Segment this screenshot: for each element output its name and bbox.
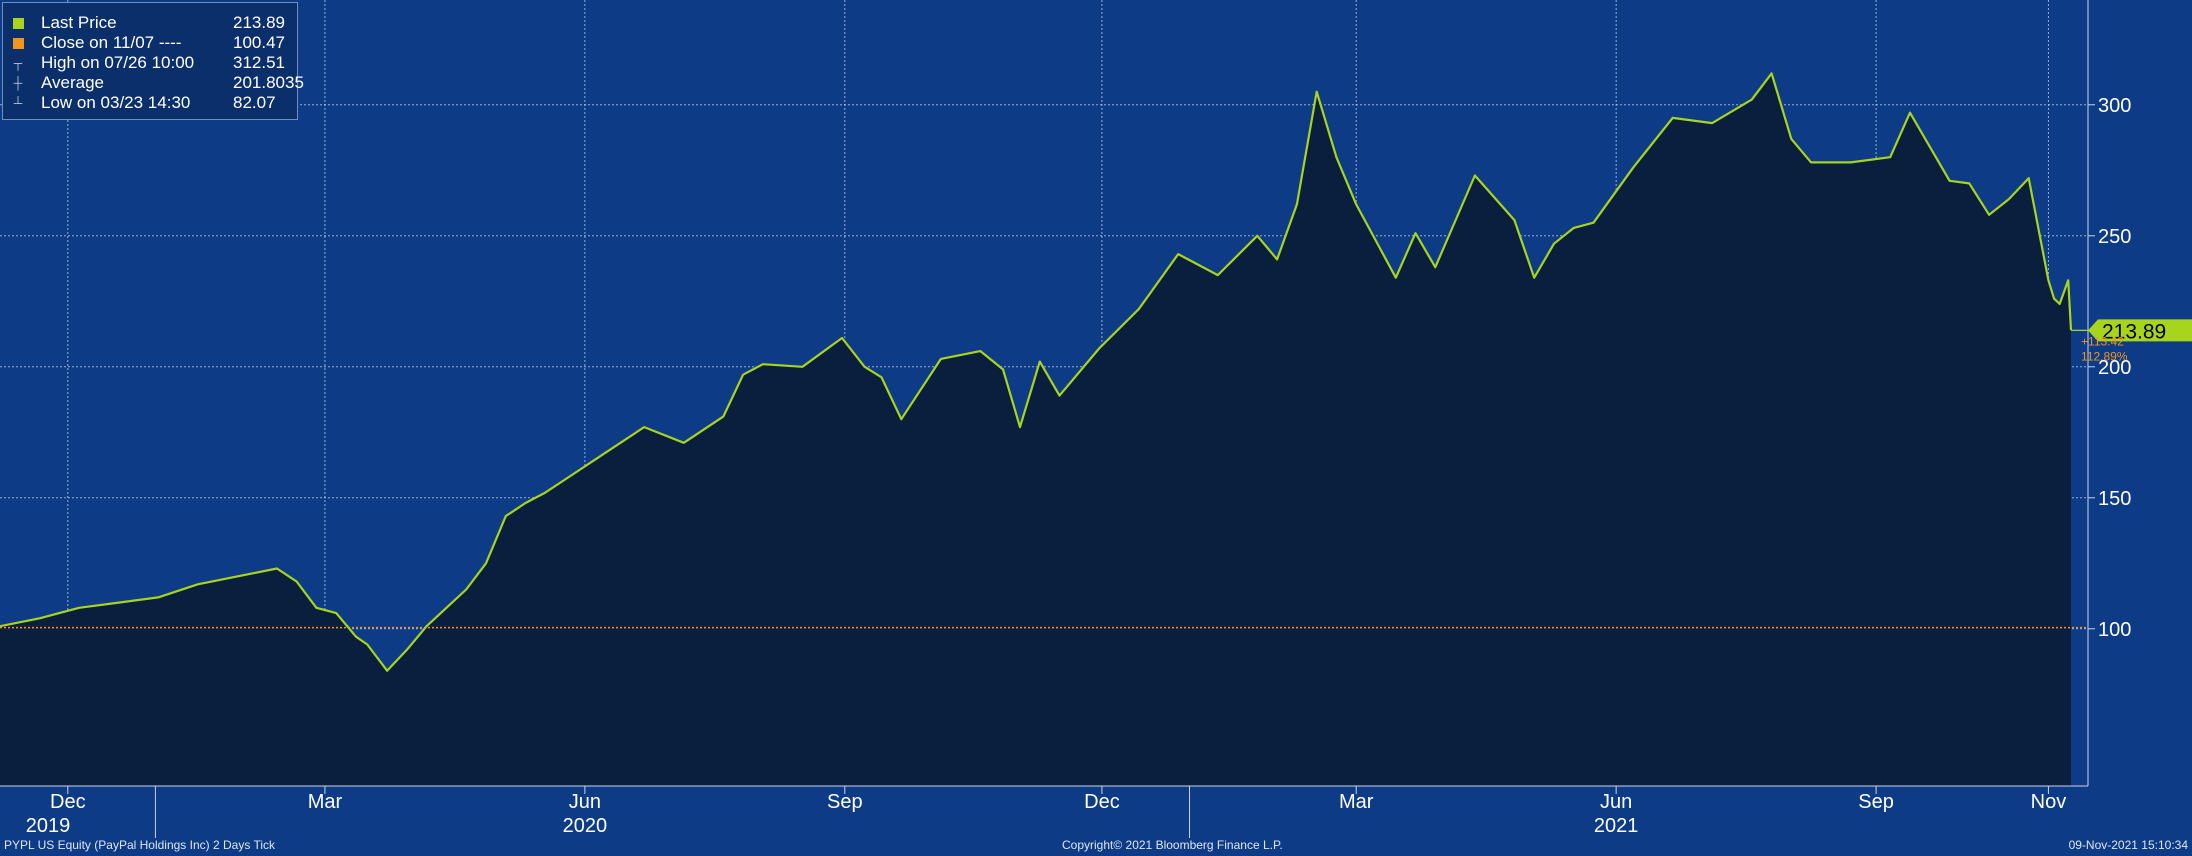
y-tick-label: 200 bbox=[2098, 357, 2131, 379]
legend-value: 312.51 bbox=[233, 53, 285, 72]
legend-label: Last Price bbox=[41, 13, 117, 32]
legend-row-last-price: Last Price 213.89 bbox=[11, 13, 297, 33]
green-square-icon bbox=[13, 18, 24, 29]
legend-value: 100.47 bbox=[233, 33, 285, 52]
y-tick-label: 150 bbox=[2098, 488, 2131, 510]
x-month-label: Mar bbox=[308, 791, 343, 813]
x-month-label: Dec bbox=[50, 791, 86, 813]
legend-row-average: ┼ Average 201.8035 bbox=[11, 73, 304, 93]
x-month-label: Dec bbox=[1084, 791, 1120, 813]
last-price-tag-label: 213.89 bbox=[2102, 320, 2166, 343]
price-series-line bbox=[0, 72, 2073, 672]
x-month-label: Sep bbox=[827, 791, 863, 813]
legend-row-low: ┴ Low on 03/23 14:30 82.07 bbox=[11, 93, 297, 113]
orange-square-icon bbox=[13, 38, 24, 49]
y-tick-label: 100 bbox=[2098, 619, 2131, 641]
footer-timestamp: 09-Nov-2021 15:10:34 bbox=[2068, 838, 2188, 852]
area-layer bbox=[0, 73, 2071, 786]
legend-label: High on 07/26 10:00 bbox=[41, 53, 195, 72]
legend-row-high: ┬ High on 07/26 10:00 312.51 bbox=[11, 53, 297, 73]
average-marker-icon: ┼ bbox=[13, 76, 23, 90]
x-month-label: Jun bbox=[569, 791, 601, 813]
axis-layer: 100 150 200 250 300 Dec Mar Jun Sep Dec Mar Jun Sep N… bbox=[0, 0, 2131, 838]
x-year-label: 2020 bbox=[563, 815, 608, 837]
y-tick-label: 250 bbox=[2098, 226, 2131, 248]
x-month-label: Mar bbox=[1339, 791, 1374, 813]
legend-label: Low on 03/23 14:30 bbox=[41, 93, 191, 112]
change-abs-label: +113.42 bbox=[2081, 334, 2124, 348]
legend-label: Average bbox=[41, 73, 105, 92]
x-year-label: 2021 bbox=[1594, 815, 1639, 837]
footer-ticker: PYPL US Equity (PayPal Holdings Inc) 2 D… bbox=[4, 838, 275, 852]
legend-value: 201.8035 bbox=[233, 73, 304, 92]
footer-copyright: Copyright© 2021 Bloomberg Finance L.P. bbox=[1062, 838, 1283, 852]
last-price-tag bbox=[2088, 319, 2192, 342]
legend-row-close: Close on 11/07 ---- 100.47 bbox=[11, 33, 297, 53]
x-month-label: Jun bbox=[1600, 791, 1632, 813]
x-month-label: Sep bbox=[1858, 791, 1894, 813]
legend-value: 213.89 bbox=[233, 13, 285, 32]
change-pct-label: 112.89% bbox=[2081, 349, 2128, 363]
low-marker-icon: ┴ bbox=[13, 96, 23, 110]
x-month-label: Nov bbox=[2031, 791, 2067, 813]
y-tick-label: 300 bbox=[2098, 95, 2131, 117]
legend: Last Price 213.89 Close on 11/07 ---- 10… bbox=[2, 2, 304, 120]
price-area-fill bbox=[0, 73, 2071, 786]
legend-value: 82.07 bbox=[233, 93, 276, 112]
line-layer bbox=[0, 72, 2073, 672]
legend-label: Close on 11/07 ---- bbox=[41, 33, 182, 52]
high-marker-icon: ┬ bbox=[13, 56, 23, 70]
x-year-label: 2019 bbox=[26, 815, 71, 837]
